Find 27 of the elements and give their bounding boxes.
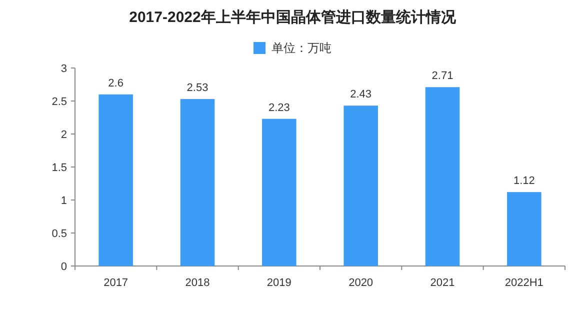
bar (262, 118, 296, 266)
data-label: 2.23 (268, 102, 290, 114)
bar (180, 99, 215, 266)
x-tick-label: 2022H1 (504, 277, 544, 289)
data-label: 1.12 (513, 175, 535, 188)
data-label: 2.6 (108, 77, 124, 90)
x-tick-label: 2021 (430, 277, 455, 289)
legend-label: 单位：万吨 (272, 41, 332, 55)
bar (507, 192, 542, 266)
y-tick-label: 2.5 (52, 96, 67, 108)
y-tick-label: 3 (60, 63, 67, 75)
x-tick-label: 2018 (185, 277, 210, 289)
bar (344, 106, 378, 266)
y-tick-label: 0 (60, 261, 67, 273)
y-tick-label: 1 (60, 195, 67, 207)
data-label: 2.43 (350, 88, 372, 101)
data-label: 2.71 (432, 70, 454, 82)
x-tick-label: 2017 (104, 277, 128, 289)
y-tick-label: 2 (60, 129, 67, 141)
bar (98, 94, 133, 266)
x-tick-label: 2019 (266, 277, 292, 289)
bar (425, 87, 460, 266)
data-label: 2.53 (186, 82, 208, 94)
y-tick-label: 1.5 (52, 162, 67, 174)
chart-title: 2017-2022年上半年中国晶体管进口数量统计情况 (129, 9, 457, 26)
y-tick-label: 0.5 (52, 228, 67, 240)
x-tick-label: 2020 (348, 277, 374, 289)
